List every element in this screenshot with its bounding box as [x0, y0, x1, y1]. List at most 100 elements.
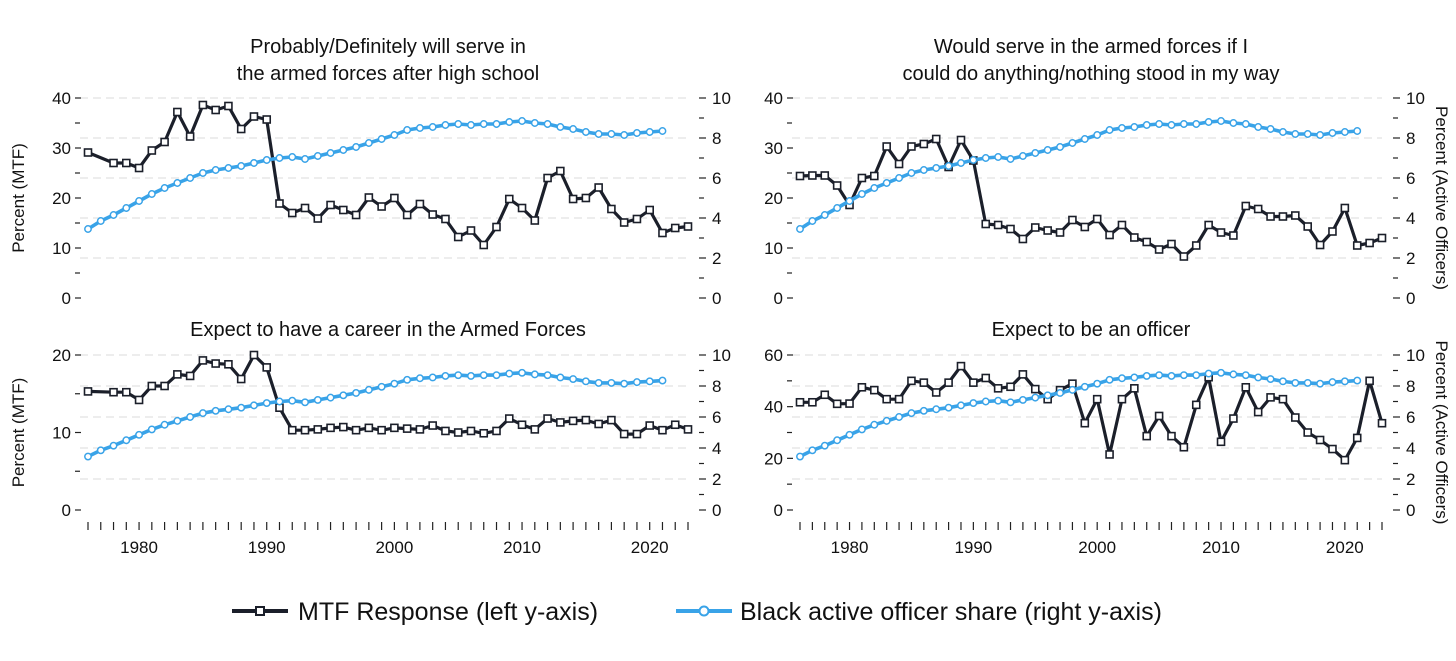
mtf-data-point — [882, 142, 891, 151]
black-share-data-point — [944, 403, 953, 412]
black-share-data-point — [1093, 379, 1102, 388]
right-axis-tick-label: 8 — [712, 129, 721, 148]
black-share-data-point — [122, 436, 131, 445]
right-axis-tick-label: 10 — [1406, 89, 1425, 108]
black-share-data-point — [1291, 130, 1300, 138]
mtf-data-point — [326, 423, 335, 433]
black-share-data-point — [1328, 378, 1337, 387]
black-share-data-point — [857, 425, 866, 434]
right-axis-tick-label: 6 — [1406, 169, 1415, 188]
mtf-data-point — [339, 205, 348, 215]
mtf-data-point — [632, 429, 642, 439]
black-share-data-point — [808, 217, 817, 225]
black-share-data-point — [919, 166, 928, 174]
mtf-data-point — [1142, 431, 1152, 441]
black-share-data-point — [96, 217, 105, 225]
black-share-data-point — [981, 397, 990, 406]
black-share-data-point — [1167, 121, 1176, 129]
black-share-data-point — [1316, 131, 1325, 139]
mtf-data-point — [1266, 212, 1275, 221]
left-axis-tick-label: 0 — [774, 289, 783, 308]
black-share-data-point — [1167, 371, 1176, 380]
black-share-data-point — [882, 179, 891, 187]
chart-panel-4: Expect to be an officer 0 20 40 60 0 2 4 6 8 10 Per… — [764, 319, 1451, 557]
mtf-data-point — [504, 414, 514, 423]
mtf-data-point — [249, 350, 259, 360]
chart-title-line: the armed forces after high school — [237, 63, 539, 85]
chart-panel-1: Probably/Definitely will serve in the arm… — [9, 36, 731, 308]
mtf-data-point — [808, 397, 817, 407]
mtf-series-line — [86, 103, 690, 247]
mtf-data-point — [121, 158, 131, 168]
black-share-data-point — [1266, 375, 1275, 383]
mtf-data-point — [1030, 384, 1040, 394]
black-share-data-point — [870, 420, 879, 429]
mtf-data-point — [670, 420, 680, 430]
mtf-data-point — [956, 361, 966, 371]
left-axis-tick-label: 30 — [764, 139, 783, 158]
black-share-data-point — [895, 413, 904, 421]
black-share-data-point — [1291, 378, 1300, 387]
mtf-data-point — [1241, 382, 1251, 392]
mtf-data-point — [1328, 227, 1337, 236]
black-share-data-point — [479, 371, 488, 380]
black-share-data-point — [160, 420, 169, 429]
black-share-data-point — [969, 156, 978, 164]
mtf-data-point — [1352, 241, 1362, 250]
black-share-data-point — [211, 166, 220, 174]
mtf-data-point — [1142, 237, 1152, 247]
black-share-series-line — [86, 370, 665, 459]
black-share-data-point — [543, 371, 552, 380]
black-share-data-point — [1155, 120, 1164, 128]
mtf-data-point — [530, 216, 540, 225]
black-share-data-point — [994, 396, 1003, 405]
black-share-data-point — [505, 118, 514, 126]
black-share-data-point — [352, 389, 361, 397]
mtf-data-point — [428, 421, 437, 430]
black-share-data-point — [645, 377, 654, 386]
right-axis-tick-label: 6 — [712, 169, 721, 188]
black-share-data-point — [301, 155, 309, 163]
black-share-data-point — [820, 441, 829, 450]
mtf-data-point — [1229, 414, 1238, 423]
mtf-data-point — [83, 148, 93, 157]
black-share-data-point — [313, 152, 322, 160]
mtf-data-point — [1365, 376, 1374, 386]
black-share-data-point — [1340, 128, 1349, 136]
black-share-data-point — [1217, 368, 1225, 377]
black-share-data-point — [224, 164, 233, 172]
mtf-data-point — [543, 414, 552, 423]
black-share-data-point — [796, 225, 804, 233]
mtf-data-point — [236, 374, 246, 384]
mtf-data-point — [453, 428, 463, 437]
black-share-data-point — [96, 446, 105, 455]
black-share-data-point — [492, 120, 501, 128]
mtf-data-point — [364, 423, 374, 433]
black-share-data-point — [377, 382, 386, 391]
black-share-data-point — [147, 425, 156, 434]
mtf-data-point — [249, 112, 259, 121]
mtf-data-point — [1179, 442, 1189, 452]
black-share-data-point — [250, 159, 258, 167]
black-share-data-point — [1278, 128, 1287, 136]
mtf-data-point — [492, 222, 501, 232]
mtf-data-point — [428, 210, 437, 219]
mtf-data-point — [198, 356, 208, 365]
mtf-data-point — [173, 370, 182, 379]
right-axis-tick-label: 10 — [712, 346, 731, 365]
mtf-data-point — [1080, 222, 1090, 232]
chart-panels: Probably/Definitely will serve in the arm… — [9, 36, 1451, 557]
mtf-data-point — [262, 363, 272, 372]
black-share-data-point — [620, 379, 629, 388]
x-axis-tick-label: 1980 — [831, 538, 869, 557]
black-share-data-point — [543, 120, 552, 128]
black-share-data-point — [1179, 120, 1188, 128]
x-axis-tick-label: 2020 — [631, 538, 669, 557]
black-share-data-point — [1093, 131, 1102, 139]
mtf-data-point — [1291, 413, 1300, 422]
mtf-data-point — [1315, 435, 1325, 445]
mtf-data-point — [313, 214, 323, 223]
black-share-data-point — [1018, 152, 1027, 160]
right-axis-title: Percent (Active Officers) — [1432, 106, 1451, 290]
mtf-data-point — [683, 425, 693, 434]
